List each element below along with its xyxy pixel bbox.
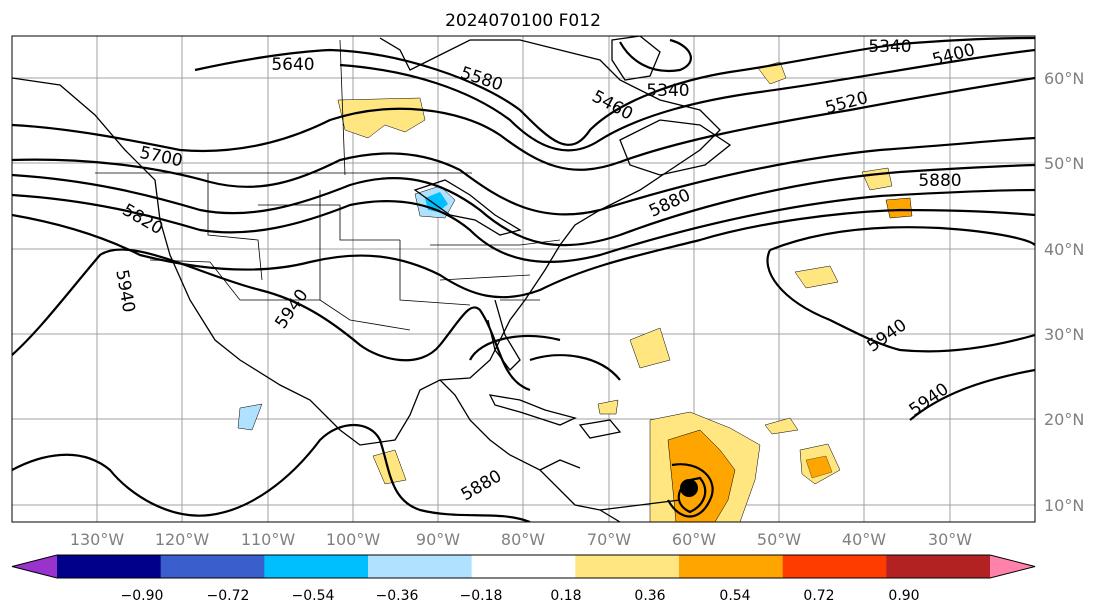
colorbar-segment	[160, 555, 265, 578]
height-contours	[12, 36, 1035, 522]
lat-label: 30°N	[1044, 325, 1084, 344]
colorbar-segment	[782, 555, 887, 578]
lat-label: 10°N	[1044, 496, 1084, 515]
lon-label: 40°W	[842, 530, 886, 549]
map-title: 2024070100 F012	[445, 11, 601, 31]
colorbar-tick: 0.90	[888, 588, 919, 604]
colorbar-segment	[57, 555, 162, 578]
lon-label: 70°W	[587, 530, 631, 549]
lon-label: 60°W	[672, 530, 716, 549]
map-area: 5640 5580 5460 5340 5400 5520 5340 5700 …	[12, 36, 1035, 522]
colorbar-segment	[471, 555, 576, 578]
colorbar-segment	[575, 555, 680, 578]
gridlines	[12, 36, 1035, 522]
colorbar-tick: 0.54	[719, 588, 750, 604]
colorbar-outline	[11, 554, 1036, 579]
lon-label: 100°W	[326, 530, 381, 549]
lon-label: 130°W	[70, 530, 125, 549]
lon-label: 80°W	[501, 530, 545, 549]
lon-label: 30°W	[928, 530, 972, 549]
lon-label: 120°W	[155, 530, 210, 549]
colorbar-segment	[264, 555, 369, 578]
longitude-labels: 130°W 120°W 110°W 100°W 90°W 80°W 70°W 6…	[70, 530, 972, 549]
colorbar-extend-high	[990, 555, 1035, 578]
contour-label: 5640	[271, 55, 314, 75]
lat-label: 60°N	[1044, 69, 1084, 88]
colorbar-tick: −0.36	[376, 588, 419, 604]
colorbar-segment	[886, 555, 991, 578]
shading	[237, 61, 913, 522]
colorbar-tick: 0.72	[803, 588, 834, 604]
latitude-labels: 60°N 50°N 40°N 30°N 20°N 10°N	[1044, 69, 1084, 515]
lat-label: 50°N	[1044, 154, 1084, 173]
colorbar-tick: −0.90	[121, 588, 164, 604]
colorbar	[11, 554, 1036, 579]
contour-label: 5340	[868, 37, 911, 57]
contour-label: 5880	[918, 171, 961, 191]
colorbar-extend-low	[12, 555, 57, 578]
map-frame	[11, 35, 1036, 523]
colorbar-tick: 0.36	[634, 588, 665, 604]
contour-label: 5340	[646, 81, 689, 101]
colorbar-tick: 0.18	[550, 588, 581, 604]
colorbar-segment	[679, 555, 784, 578]
lat-label: 20°N	[1044, 410, 1084, 429]
storm-center-marker	[680, 479, 698, 497]
colorbar-tick: −0.72	[207, 588, 250, 604]
colorbar-tick: −0.54	[292, 588, 335, 604]
coastlines	[12, 36, 732, 522]
colorbar-tick: −0.18	[460, 588, 503, 604]
lat-label: 40°N	[1044, 240, 1084, 259]
colorbar-tick-labels: −0.90 −0.72 −0.54 −0.36 −0.18 0.18 0.36 …	[121, 588, 920, 604]
lon-label: 50°W	[757, 530, 801, 549]
colorbar-segment	[368, 555, 473, 578]
lon-label: 110°W	[241, 530, 296, 549]
lon-label: 90°W	[416, 530, 460, 549]
